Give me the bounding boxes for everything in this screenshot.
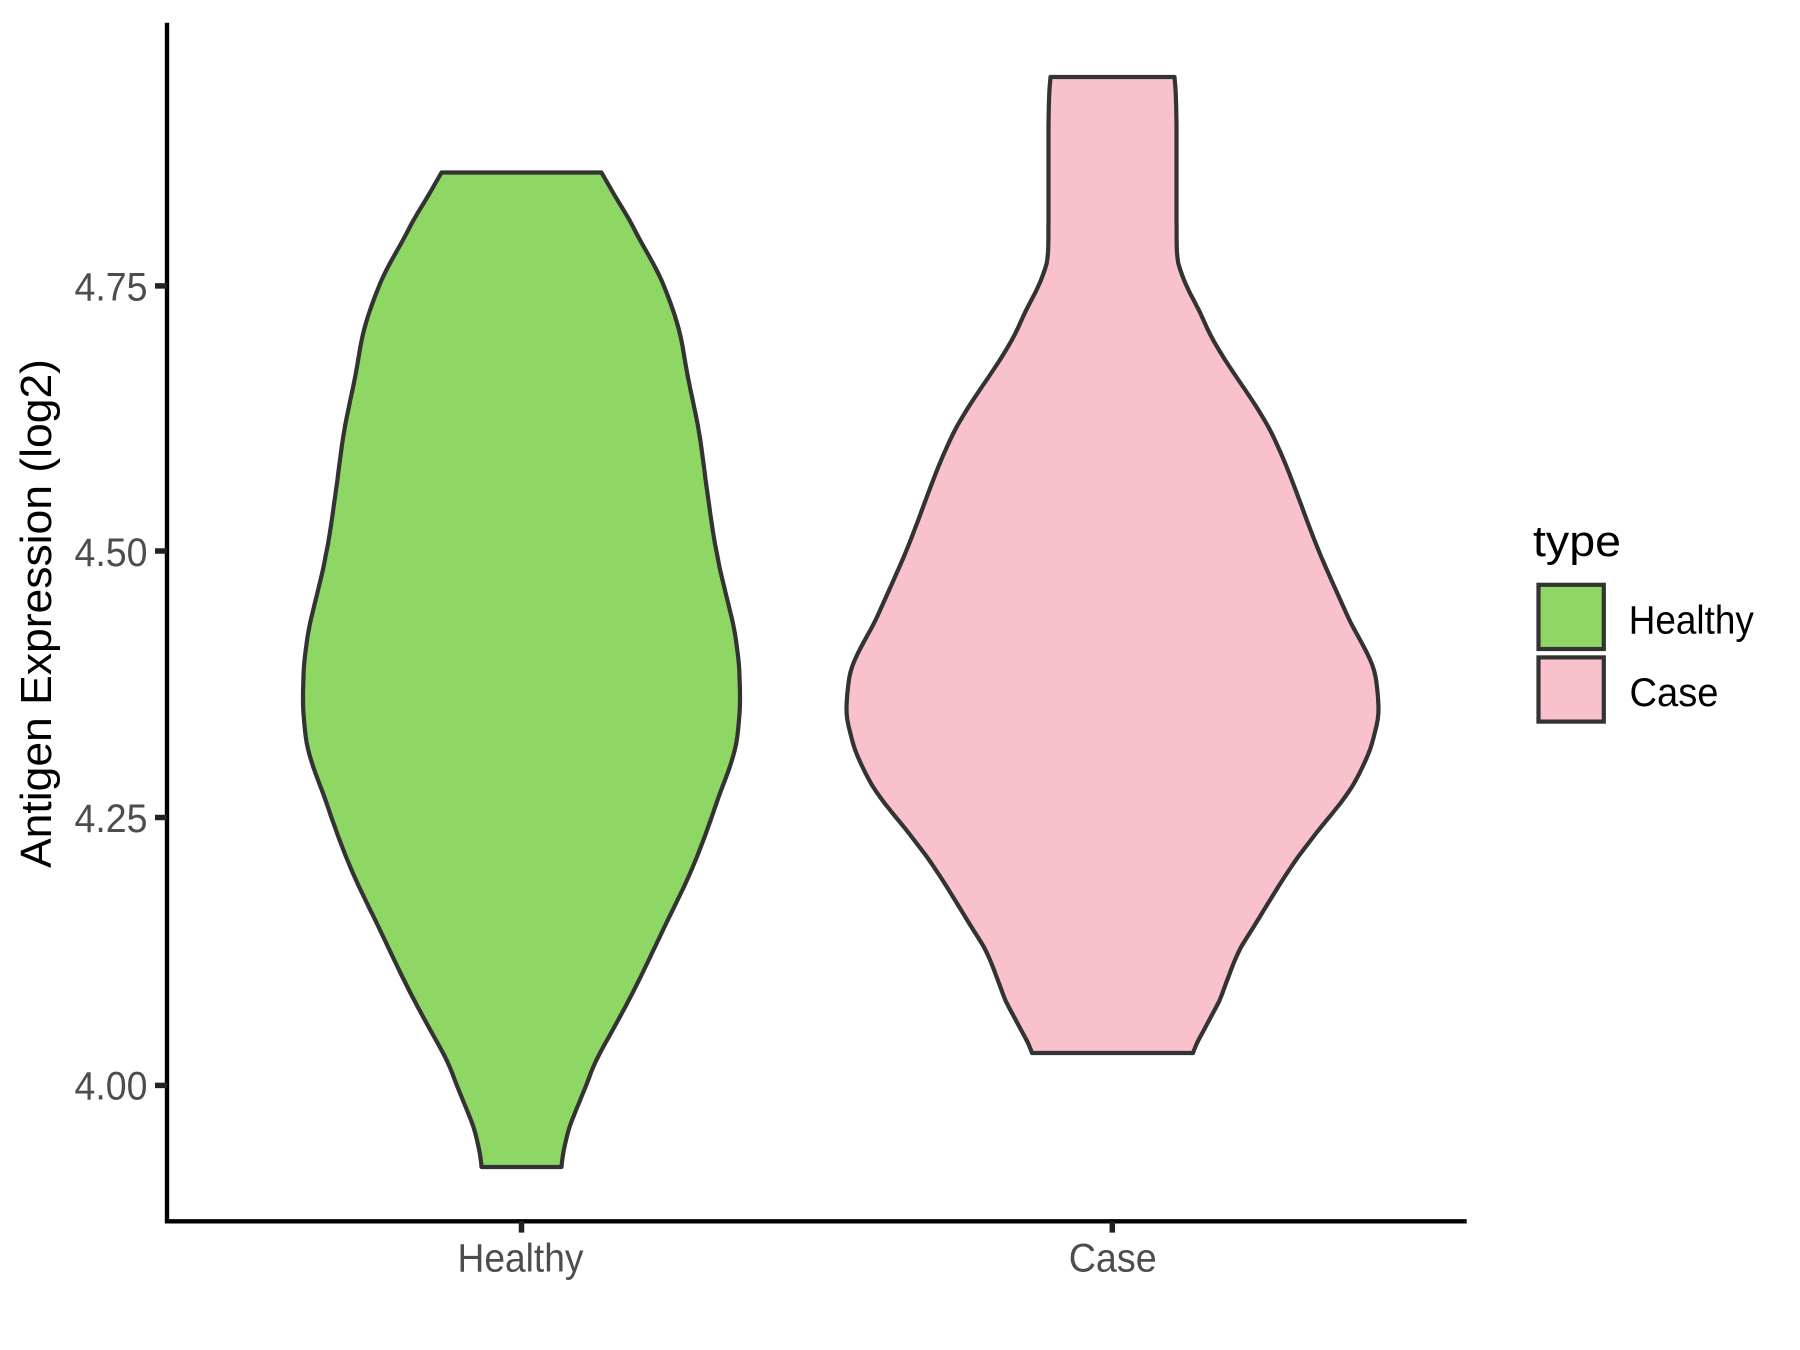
svg-text:type: type	[1533, 517, 1621, 566]
svg-text:4.50: 4.50	[75, 531, 148, 575]
svg-text:Case: Case	[1630, 671, 1719, 715]
svg-text:Antigen Expression (log2): Antigen Expression (log2)	[12, 359, 61, 868]
svg-text:4.75: 4.75	[75, 266, 148, 310]
svg-text:4.25: 4.25	[75, 797, 148, 841]
svg-text:Healthy: Healthy	[458, 1237, 584, 1281]
svg-text:Healthy: Healthy	[1629, 599, 1754, 643]
svg-text:4.00: 4.00	[75, 1064, 148, 1108]
svg-text:Case: Case	[1069, 1237, 1157, 1281]
